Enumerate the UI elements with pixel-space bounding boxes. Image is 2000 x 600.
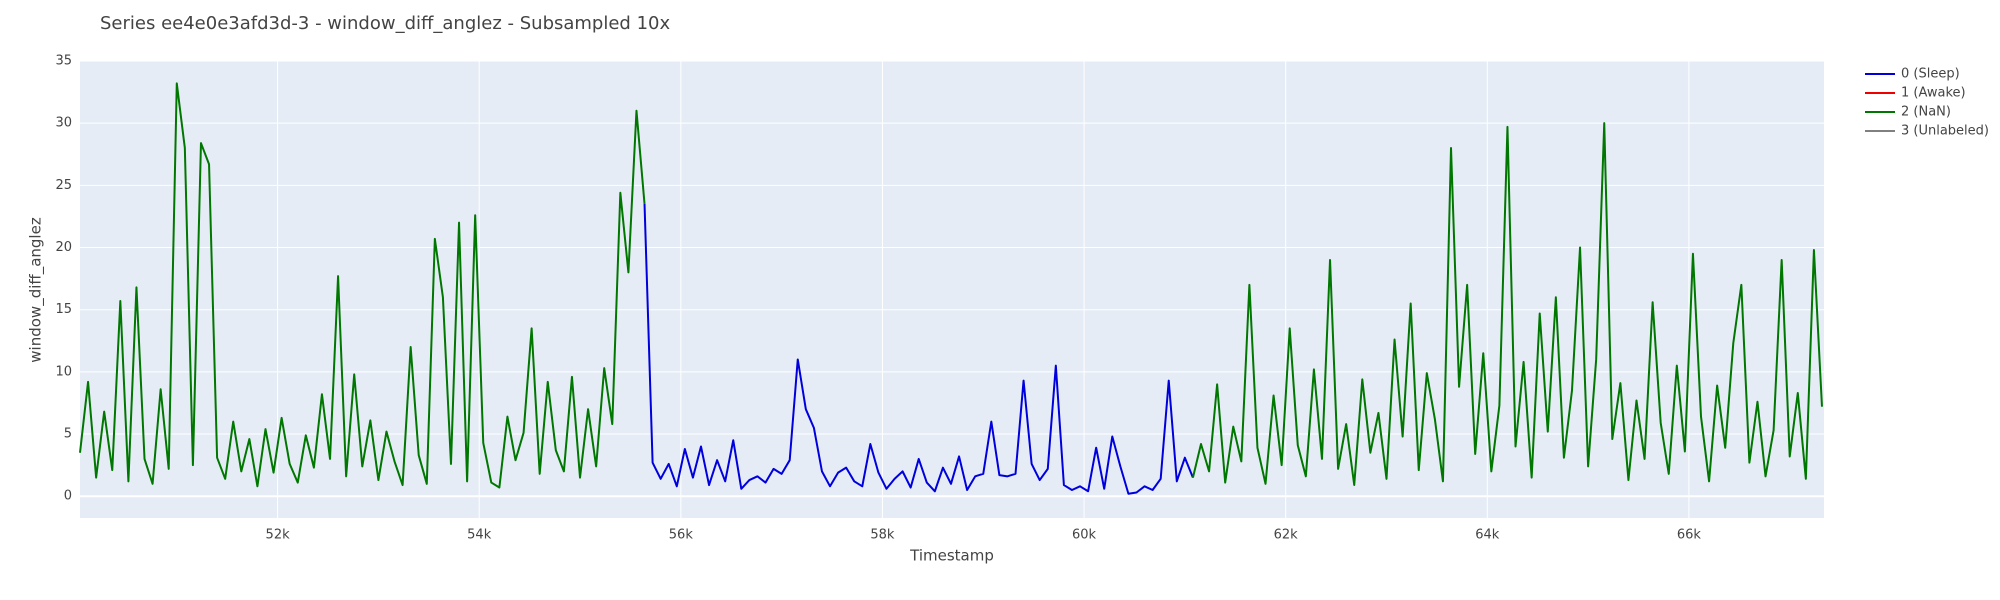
y-tick-label: 35 <box>55 54 72 69</box>
grid <box>80 60 1824 518</box>
lines <box>79 82 1823 495</box>
x-tick-label: 62k <box>1274 528 1299 543</box>
y-tick-label: 15 <box>55 302 72 317</box>
chart-title: Series ee4e0e3afd3d-3 - window_diff_angl… <box>100 13 670 34</box>
legend-label: 2 (NaN) <box>1901 105 1951 120</box>
series-line <box>643 203 1194 495</box>
legend-label: 1 (Awake) <box>1901 86 1966 101</box>
y-tick-label: 25 <box>55 178 72 193</box>
legend-label: 3 (Unlabeled) <box>1901 124 1989 139</box>
y-tick-label: 30 <box>55 116 72 131</box>
y-tick-label: 10 <box>55 364 72 379</box>
x-tick-label: 52k <box>266 528 291 543</box>
x-tick-label: 64k <box>1475 528 1500 543</box>
series-line <box>79 82 1823 489</box>
plot-area <box>80 61 1824 518</box>
labels: 0 5 10 15 20 25 30 35 52k 54k 56k 58k 60k 62k 64k 66k <box>55 54 1701 543</box>
x-tick-label: 58k <box>870 528 895 543</box>
legend-label: 0 (Sleep) <box>1901 67 1960 82</box>
x-tick-label: 66k <box>1677 528 1702 543</box>
y-tick-label: 5 <box>64 427 72 442</box>
x-tick-label: 56k <box>669 528 694 543</box>
y-tick-label: 20 <box>55 240 72 255</box>
y-axis-title: window_diff_anglez <box>27 217 46 363</box>
x-tick-label: 60k <box>1072 528 1097 543</box>
y-tick-label: 0 <box>64 489 72 504</box>
x-axis-title: Timestamp <box>909 547 994 565</box>
x-tick-label: 54k <box>467 528 492 543</box>
legend: 0 (Sleep) 1 (Awake) 2 (NaN) 3 (Unlabeled) <box>1865 67 1989 139</box>
